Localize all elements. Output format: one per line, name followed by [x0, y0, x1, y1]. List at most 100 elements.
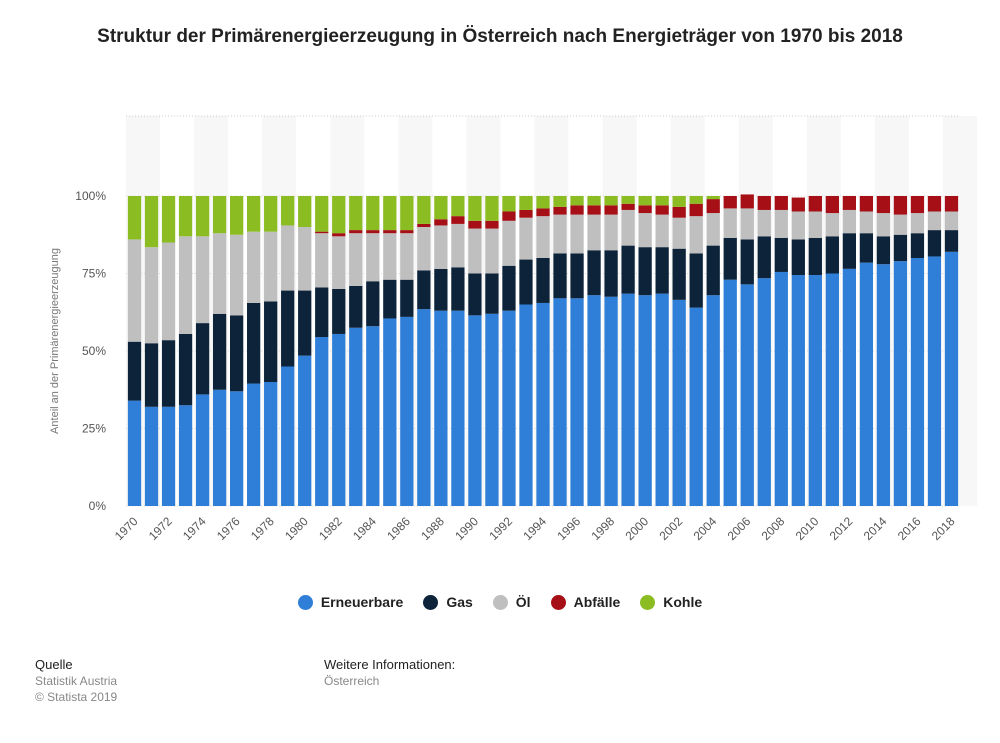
bar--l-1977 [247, 231, 261, 303]
bar-kohle-1984 [366, 196, 380, 231]
bar-kohle-1978 [264, 196, 278, 232]
bar-abf-lle-2000 [638, 205, 652, 214]
legend-item--l[interactable]: Öl [492, 594, 531, 610]
bar-erneuerbare-1993 [519, 304, 533, 506]
bar--l-2003 [689, 216, 703, 254]
bar--l-1985 [383, 233, 397, 280]
bar--l-1987 [417, 227, 431, 271]
legend-item-kohle[interactable]: Kohle [640, 594, 702, 610]
y-tick-label: 0% [89, 499, 107, 513]
bar-abf-lle-1984 [366, 230, 380, 234]
bar--l-2000 [638, 213, 652, 248]
bar-gas-1985 [383, 279, 397, 319]
x-tick-label: 2006 [725, 514, 754, 543]
x-tick-label: 1976 [214, 514, 243, 543]
bar-kohle-1974 [195, 196, 210, 237]
x-tick-label: 2016 [895, 514, 924, 543]
bar-erneuerbare-2018 [944, 251, 959, 506]
bar-abf-lle-1981 [315, 231, 329, 234]
bar-abf-lle-2005 [723, 196, 737, 209]
x-tick-label: 1980 [282, 514, 311, 543]
bar--l-2016 [910, 213, 925, 234]
bar-gas-2005 [723, 237, 737, 280]
bar-gas-2000 [638, 247, 652, 296]
bar-abf-lle-2017 [927, 196, 942, 212]
bar-abf-lle-1990 [468, 220, 482, 229]
bar-erneuerbare-1976 [229, 391, 244, 506]
bar-erneuerbare-1986 [400, 316, 414, 506]
bar-erneuerbare-1991 [485, 313, 499, 506]
bar--l-1990 [468, 228, 482, 274]
legend-label: Abfälle [573, 594, 621, 610]
bar--l-1984 [366, 233, 380, 282]
bar-kohle-1979 [281, 196, 295, 226]
bar-kohle-1997 [587, 196, 601, 206]
y-axis-label: Anteil an der Primärenergieerzeugung [49, 248, 61, 434]
bar--l-2012 [842, 209, 857, 234]
info-heading: Weitere Informationen: [324, 657, 456, 672]
bar--l-1986 [400, 233, 414, 280]
bar-abf-lle-2002 [672, 206, 686, 218]
bar-kohle-1976 [229, 196, 244, 235]
bar-erneuerbare-1980 [298, 355, 312, 506]
bar-kohle-1991 [485, 196, 499, 221]
legend-item-erneuerbare[interactable]: Erneuerbare [297, 594, 404, 610]
bar-kohle-1995 [553, 196, 567, 207]
bar-gas-1972 [161, 340, 176, 407]
bar--l-2013 [859, 211, 874, 234]
bar--l-2017 [927, 211, 942, 231]
bar-kohle-1996 [570, 196, 584, 206]
bar--l-1994 [536, 216, 550, 258]
bar--l-1981 [315, 233, 329, 288]
bar-abf-lle-1983 [349, 230, 363, 234]
bar-gas-2017 [927, 230, 942, 257]
bar-abf-lle-1997 [587, 205, 601, 215]
bar-kohle-1975 [212, 196, 227, 234]
bar-erneuerbare-2008 [774, 271, 788, 506]
bar-kohle-1988 [434, 196, 448, 220]
bar-erneuerbare-1979 [281, 366, 295, 506]
bar-abf-lle-1992 [502, 211, 516, 221]
bar-gas-1990 [468, 273, 482, 316]
bar-kohle-1972 [161, 196, 176, 243]
bar-erneuerbare-1990 [468, 315, 482, 506]
bar-erneuerbare-1977 [247, 383, 261, 506]
bar-erneuerbare-2003 [689, 307, 703, 506]
bar-gas-1976 [229, 315, 244, 392]
bar--l-1975 [212, 233, 227, 314]
bar-kohle-1977 [247, 196, 261, 232]
bar-abf-lle-2001 [655, 205, 669, 215]
bar-kohle-1971 [144, 196, 159, 248]
bar--l-1988 [434, 225, 448, 269]
bar-abf-lle-1998 [604, 205, 618, 215]
bar--l-2010 [808, 211, 822, 238]
source-line[interactable]: Statistik Austria [35, 674, 118, 688]
bar--l-1973 [178, 236, 193, 334]
legend-item-abf-lle[interactable]: Abfälle [550, 594, 621, 610]
bar-gas-1984 [366, 281, 380, 327]
x-tick-label: 2002 [657, 514, 686, 543]
bar-kohle-1998 [604, 196, 618, 206]
bar-abf-lle-1989 [451, 216, 465, 224]
bar--l-1976 [229, 234, 244, 316]
bar-gas-1983 [349, 285, 363, 328]
copyright-line[interactable]: © Statista 2019 [35, 690, 118, 704]
bar-abf-lle-1982 [332, 233, 346, 237]
bar-erneuerbare-1989 [451, 310, 465, 506]
bar-abf-lle-1988 [434, 219, 448, 226]
bar-gas-1989 [451, 267, 465, 311]
bar-abf-lle-2010 [808, 196, 822, 212]
legend-label: Erneuerbare [320, 594, 404, 610]
bar-abf-lle-1993 [519, 209, 533, 218]
bar-gas-1996 [570, 253, 584, 299]
bar-kohle-1994 [536, 196, 550, 209]
bar--l-2006 [740, 208, 754, 240]
bar-erneuerbare-2004 [706, 295, 720, 506]
legend-item-gas[interactable]: Gas [423, 594, 473, 610]
x-tick-label: 2018 [929, 514, 958, 543]
bar-gas-1992 [502, 265, 516, 311]
bar--l-1989 [451, 223, 465, 268]
x-tick-label: 1998 [588, 514, 617, 543]
bar-abf-lle-2013 [859, 196, 874, 212]
bar-abf-lle-1986 [400, 230, 414, 234]
